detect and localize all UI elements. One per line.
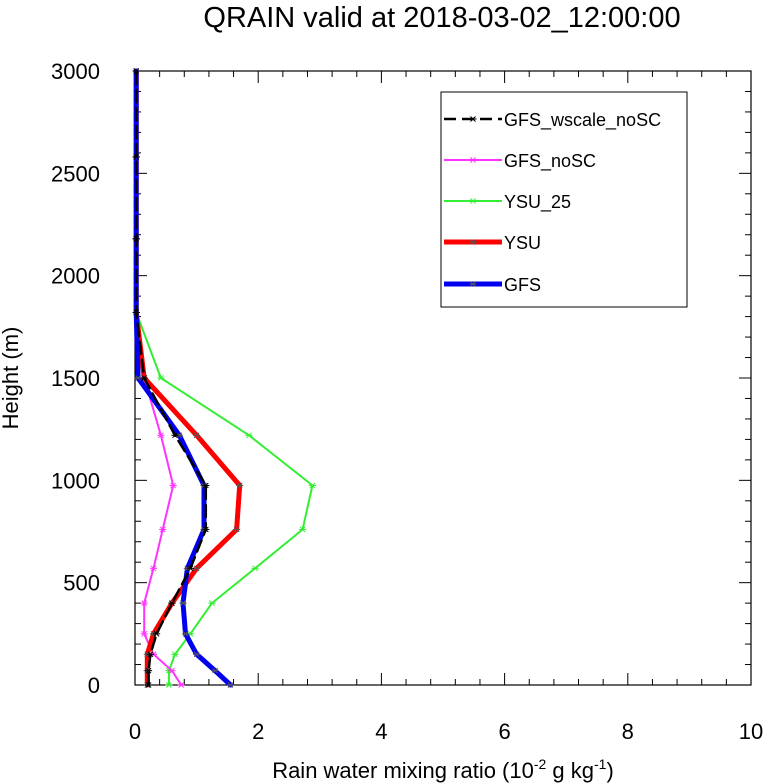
legend-label: YSU_25 (504, 192, 571, 213)
series-point (226, 682, 235, 688)
series-line (134, 69, 208, 687)
series-point (140, 375, 148, 381)
series-GFS_wscale_noSC (132, 68, 210, 688)
axis-ticks: 0 2 4 6 8 10 0 500 1000 1500 2000 2500 3000 (51, 59, 763, 744)
series-point (149, 565, 158, 572)
series-point (308, 482, 317, 489)
y-tick-label: 1500 (51, 366, 100, 391)
legend-entry-GFS: GFS (444, 275, 541, 295)
y-axis-label: Height (m) (0, 327, 23, 430)
series-point (140, 600, 148, 607)
series-point (186, 565, 195, 572)
series-point (152, 630, 161, 637)
legend-entry-YSU: YSU (444, 233, 541, 253)
series-point (245, 432, 253, 439)
x-tick-label: 10 (739, 719, 763, 744)
series-point (146, 651, 154, 658)
legend-label: GFS_wscale_noSC (504, 110, 661, 131)
legend: GFS_wscale_noSC GFS_noSC YSU_25 YSU GFS (440, 91, 688, 308)
legend-marker (469, 198, 477, 204)
series-point (165, 682, 173, 688)
legend-entry-YSU_25: YSU_25 (444, 192, 571, 213)
series-lines (132, 68, 317, 688)
series-point (134, 375, 142, 381)
series-point (157, 432, 165, 439)
series-point (202, 526, 210, 533)
series-point (208, 600, 216, 607)
series-point (157, 375, 165, 381)
legend-box (440, 91, 688, 308)
series-point (132, 154, 140, 160)
series-point (171, 432, 179, 439)
x-axis-label-end: ) (606, 758, 613, 783)
legend-marker (469, 239, 477, 245)
series-point (202, 482, 210, 489)
y-tick-label: 2500 (51, 161, 100, 186)
chart-title: QRAIN valid at 2018-03-02_12:00:00 (203, 2, 680, 34)
series-point (144, 682, 153, 688)
legend-marker (469, 157, 477, 163)
series-point (193, 565, 201, 572)
x-axis-label: Rain water mixing ratio (10-2 g kg-1) (272, 756, 614, 783)
series-point (193, 432, 201, 439)
y-tick-label: 500 (63, 571, 100, 596)
series-YSU_25 (132, 68, 317, 688)
series-point (132, 68, 140, 74)
series-point (233, 526, 241, 533)
x-tick-label: 2 (252, 719, 264, 744)
series-point (177, 682, 185, 688)
series-point (193, 651, 201, 658)
legend-marker (469, 281, 477, 287)
series-point (132, 235, 140, 242)
series-point (181, 630, 190, 637)
x-axis-label-sup1: -2 (534, 756, 547, 772)
x-axis-label-main: Rain water mixing ratio (10 (272, 758, 534, 783)
series-point (144, 667, 153, 674)
series-GFS (132, 68, 235, 688)
series-point (140, 630, 148, 637)
x-tick-label: 8 (622, 719, 634, 744)
series-point (211, 667, 219, 674)
legend-label: GFS (504, 275, 541, 295)
legend-label: GFS_noSC (504, 151, 596, 172)
x-tick-label: 6 (498, 719, 510, 744)
x-axis-label-mid: g kg (546, 758, 594, 783)
legend-entry-GFS_wscale_noSC: GFS_wscale_noSC (444, 110, 661, 131)
series-point (179, 600, 187, 607)
y-tick-label: 0 (88, 673, 100, 698)
legend-marker (469, 116, 477, 122)
series-point (171, 651, 179, 658)
legend-entry-GFS_noSC: GFS_noSC (444, 151, 596, 172)
x-tick-label: 0 (129, 719, 141, 744)
series-point (168, 667, 176, 674)
series-point (236, 482, 244, 489)
series-line (133, 68, 233, 688)
y-tick-label: 3000 (51, 59, 100, 84)
series-point (132, 309, 140, 316)
x-tick-label: 4 (375, 719, 387, 744)
series-point (298, 526, 307, 533)
series-point (169, 482, 177, 489)
series-point (251, 565, 259, 572)
y-tick-label: 2000 (51, 264, 100, 289)
series-YSU (132, 68, 244, 688)
series-point (159, 526, 167, 533)
series-point (168, 600, 176, 607)
legend-label: YSU (504, 233, 541, 253)
x-axis-label-sup2: -1 (594, 756, 607, 772)
y-tick-label: 1000 (51, 468, 100, 493)
plot-area: 0 2 4 6 8 10 0 500 1000 1500 2000 2500 3000 (51, 59, 763, 744)
